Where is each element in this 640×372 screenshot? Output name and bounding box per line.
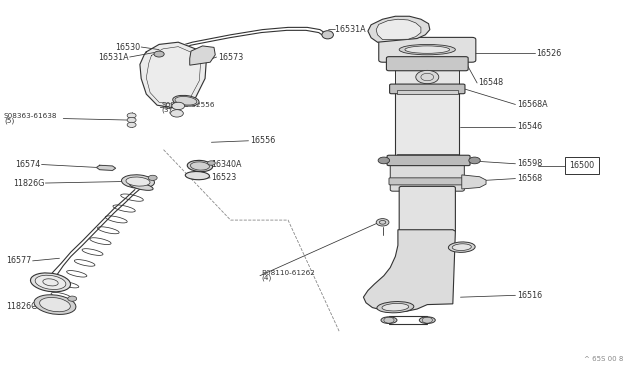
- Text: 16548: 16548: [478, 78, 504, 87]
- Ellipse shape: [419, 317, 435, 324]
- Polygon shape: [140, 42, 206, 108]
- Polygon shape: [364, 230, 456, 311]
- Text: 16340A: 16340A: [211, 160, 242, 169]
- Text: (3): (3): [162, 107, 172, 113]
- Ellipse shape: [188, 160, 212, 171]
- Circle shape: [378, 157, 390, 164]
- Ellipse shape: [173, 95, 199, 106]
- Ellipse shape: [399, 44, 456, 55]
- Text: S08363-62556: S08363-62556: [162, 102, 215, 108]
- Ellipse shape: [452, 244, 471, 250]
- Text: 16530: 16530: [115, 42, 140, 51]
- Ellipse shape: [40, 298, 70, 312]
- Text: 16556: 16556: [250, 136, 275, 145]
- Text: 16574: 16574: [15, 160, 40, 169]
- Text: 16531A: 16531A: [98, 52, 129, 61]
- FancyBboxPatch shape: [390, 84, 465, 94]
- Polygon shape: [462, 175, 486, 189]
- Text: —16531A: —16531A: [328, 25, 366, 34]
- FancyBboxPatch shape: [399, 186, 456, 232]
- Text: 11826G: 11826G: [6, 302, 37, 311]
- Circle shape: [207, 161, 215, 165]
- Ellipse shape: [449, 242, 475, 252]
- Text: S08363-61638: S08363-61638: [4, 113, 58, 119]
- Text: 16577: 16577: [6, 256, 31, 265]
- Circle shape: [416, 70, 439, 84]
- Circle shape: [127, 118, 136, 123]
- Circle shape: [468, 157, 480, 164]
- Text: 16516: 16516: [516, 291, 542, 300]
- Polygon shape: [376, 19, 421, 39]
- Bar: [397, 154, 458, 158]
- Ellipse shape: [122, 175, 154, 188]
- Circle shape: [148, 175, 157, 180]
- Ellipse shape: [322, 31, 333, 39]
- Circle shape: [376, 219, 389, 226]
- Circle shape: [127, 122, 136, 128]
- Text: (4): (4): [261, 275, 271, 281]
- Circle shape: [68, 296, 77, 301]
- Text: 16526: 16526: [536, 49, 561, 58]
- Ellipse shape: [381, 317, 397, 324]
- Bar: [397, 90, 458, 94]
- Bar: [396, 68, 460, 86]
- Ellipse shape: [405, 46, 450, 53]
- Text: 16523: 16523: [211, 173, 237, 182]
- Circle shape: [127, 113, 136, 118]
- Ellipse shape: [377, 302, 414, 313]
- Text: 16568: 16568: [516, 174, 542, 183]
- Polygon shape: [97, 165, 116, 170]
- Circle shape: [171, 110, 183, 117]
- Ellipse shape: [35, 275, 66, 289]
- FancyBboxPatch shape: [390, 161, 465, 191]
- Ellipse shape: [129, 182, 153, 190]
- FancyBboxPatch shape: [387, 155, 470, 166]
- Text: 11826G: 11826G: [13, 179, 44, 187]
- Text: B08110-61262: B08110-61262: [261, 270, 315, 276]
- Text: 16568A: 16568A: [516, 100, 547, 109]
- Bar: [396, 92, 460, 157]
- Ellipse shape: [34, 295, 76, 314]
- Polygon shape: [189, 46, 215, 65]
- Polygon shape: [368, 16, 430, 42]
- FancyBboxPatch shape: [389, 178, 466, 185]
- Ellipse shape: [382, 304, 409, 311]
- Circle shape: [172, 102, 184, 110]
- Ellipse shape: [186, 171, 209, 180]
- Text: ^ 65S 00 8: ^ 65S 00 8: [584, 356, 623, 362]
- FancyBboxPatch shape: [379, 37, 476, 62]
- Text: (5): (5): [4, 118, 14, 124]
- Ellipse shape: [126, 177, 150, 186]
- Ellipse shape: [31, 273, 70, 292]
- Text: 16546: 16546: [516, 122, 542, 131]
- FancyBboxPatch shape: [387, 57, 468, 71]
- Text: 16573: 16573: [218, 52, 243, 61]
- Circle shape: [154, 51, 164, 57]
- Text: 16500: 16500: [570, 161, 595, 170]
- Text: 16598: 16598: [516, 159, 542, 168]
